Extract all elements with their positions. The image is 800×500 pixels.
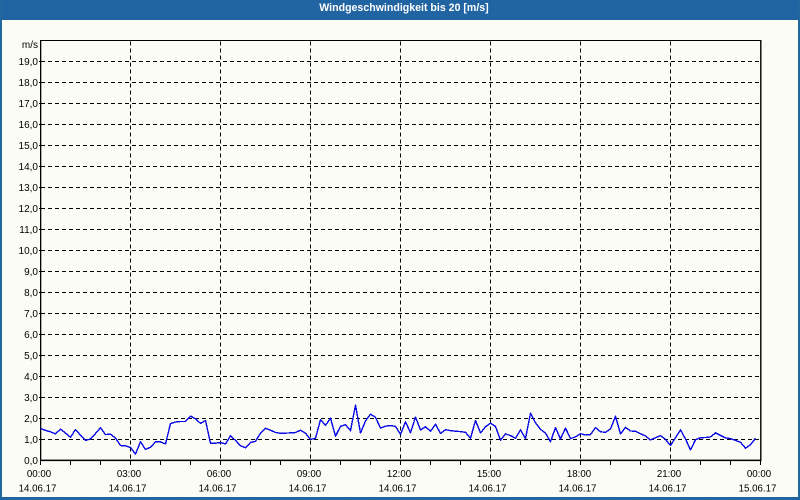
svg-text:00:00: 00:00 — [27, 469, 52, 480]
svg-text:8,0: 8,0 — [24, 288, 38, 299]
svg-text:15:00: 15:00 — [477, 469, 502, 480]
svg-text:14.06.17: 14.06.17 — [379, 484, 417, 495]
svg-text:17,0: 17,0 — [19, 99, 39, 110]
svg-text:16,0: 16,0 — [19, 120, 39, 131]
svg-text:12,0: 12,0 — [19, 204, 39, 215]
svg-text:9,0: 9,0 — [24, 267, 38, 278]
svg-text:5,0: 5,0 — [24, 351, 38, 362]
svg-text:19,0: 19,0 — [19, 57, 39, 68]
svg-text:1,0: 1,0 — [24, 435, 38, 446]
svg-text:11,0: 11,0 — [19, 225, 38, 236]
svg-text:14.06.17: 14.06.17 — [109, 484, 147, 495]
svg-text:15.06.17: 15.06.17 — [739, 484, 777, 495]
svg-text:0,0: 0,0 — [24, 456, 38, 467]
svg-text:7,0: 7,0 — [24, 309, 38, 320]
svg-text:14.06.17: 14.06.17 — [649, 484, 687, 495]
svg-text:09:00: 09:00 — [297, 469, 322, 480]
svg-text:4,0: 4,0 — [24, 372, 38, 383]
svg-text:m/s: m/s — [22, 40, 38, 51]
svg-text:6,0: 6,0 — [24, 330, 38, 341]
svg-text:3,0: 3,0 — [24, 393, 38, 404]
svg-text:13,0: 13,0 — [19, 183, 39, 194]
svg-text:18,0: 18,0 — [19, 78, 39, 89]
svg-text:18:00: 18:00 — [567, 469, 592, 480]
svg-text:03:00: 03:00 — [117, 469, 142, 480]
svg-text:15,0: 15,0 — [19, 141, 39, 152]
svg-text:14,0: 14,0 — [19, 162, 39, 173]
svg-text:14.06.17: 14.06.17 — [199, 484, 237, 495]
svg-text:14.06.17: 14.06.17 — [19, 484, 57, 495]
svg-text:06:00: 06:00 — [207, 469, 232, 480]
svg-text:14.06.17: 14.06.17 — [289, 484, 327, 495]
svg-text:12:00: 12:00 — [387, 469, 412, 480]
svg-text:14.06.17: 14.06.17 — [469, 484, 507, 495]
svg-text:14.06.17: 14.06.17 — [559, 484, 597, 495]
svg-text:2,0: 2,0 — [24, 414, 38, 425]
svg-text:10,0: 10,0 — [19, 246, 39, 257]
svg-text:21:00: 21:00 — [657, 469, 682, 480]
svg-text:00:00: 00:00 — [747, 469, 772, 480]
